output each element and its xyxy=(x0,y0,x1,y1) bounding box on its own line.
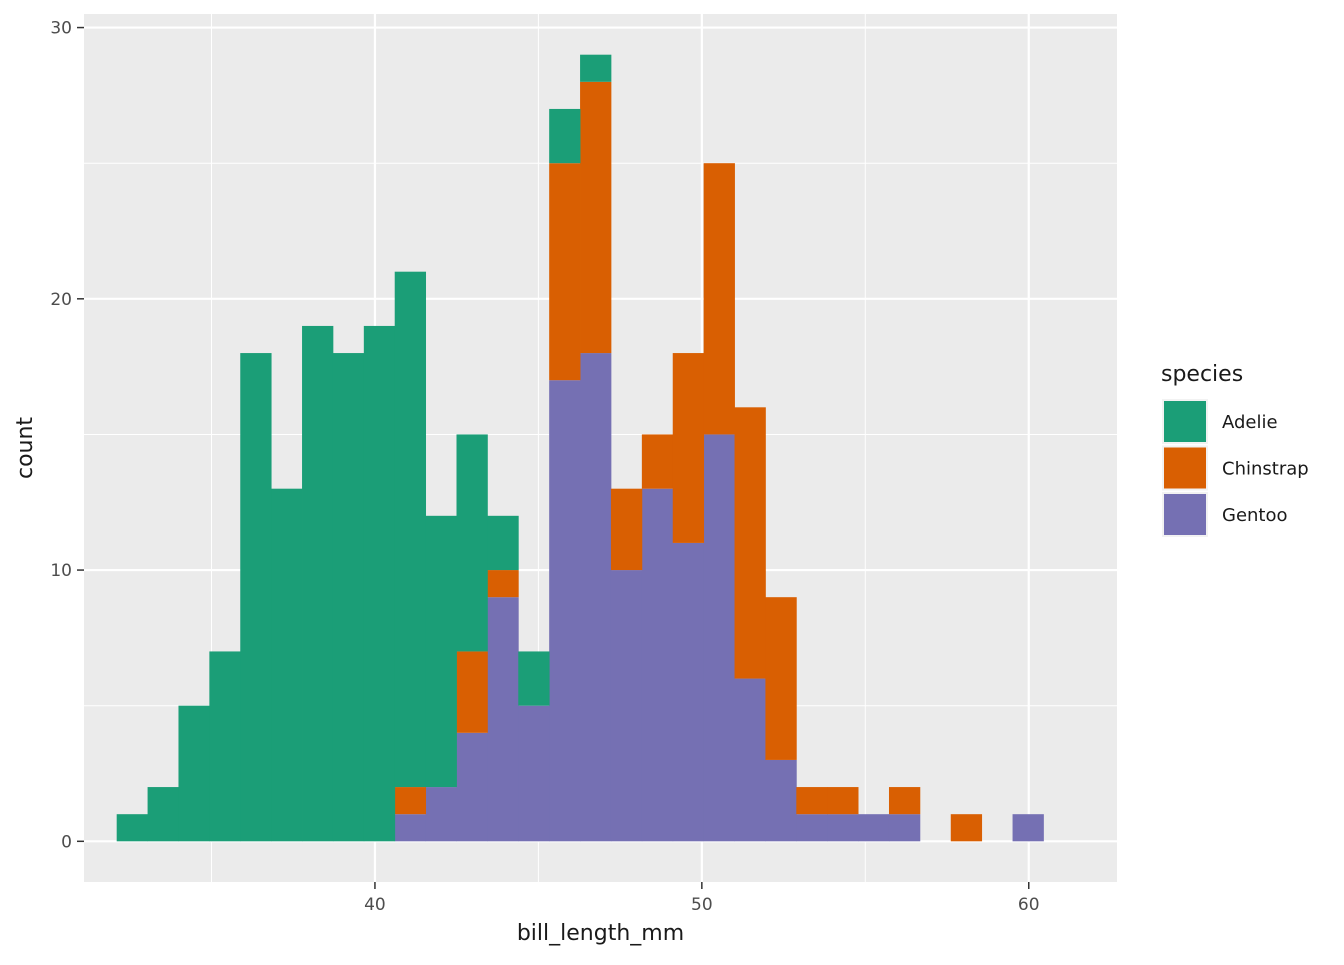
y-tick-label: 0 xyxy=(61,832,72,852)
bar-chinstrap xyxy=(549,163,581,381)
bar-adelie xyxy=(425,515,457,788)
bar-chinstrap xyxy=(456,651,488,733)
bar-gentoo xyxy=(796,814,828,842)
bar-adelie xyxy=(209,651,241,842)
bar-chinstrap xyxy=(796,787,828,815)
bar-chinstrap xyxy=(487,570,519,598)
bar-gentoo xyxy=(888,814,921,842)
bar-gentoo xyxy=(827,814,859,842)
y-tick-label: 10 xyxy=(50,561,72,581)
bar-chinstrap xyxy=(394,787,427,815)
bar-chinstrap xyxy=(672,353,705,543)
bar-adelie xyxy=(302,325,334,842)
x-axis-title: bill_length_mm xyxy=(517,921,684,946)
bar-gentoo xyxy=(549,380,581,842)
bar-adelie xyxy=(456,434,488,652)
legend-label-adelie: Adelie xyxy=(1222,412,1278,433)
bar-chinstrap xyxy=(610,488,643,571)
bar-gentoo xyxy=(425,787,457,842)
bar-gentoo xyxy=(518,705,550,842)
bar-adelie xyxy=(580,54,612,82)
bar-adelie xyxy=(549,108,581,164)
bar-gentoo xyxy=(610,570,643,842)
bar-adelie xyxy=(147,787,179,842)
bar-chinstrap xyxy=(888,787,921,815)
bar-chinstrap xyxy=(765,597,797,760)
x-tick-label: 60 xyxy=(1018,895,1040,915)
bar-chinstrap xyxy=(641,434,674,489)
bar-gentoo xyxy=(703,434,735,842)
bar-gentoo xyxy=(487,597,519,842)
legend-swatch-gentoo xyxy=(1164,494,1206,535)
bar-chinstrap xyxy=(734,407,766,679)
bar-gentoo xyxy=(394,814,427,842)
bar-adelie xyxy=(116,814,148,842)
bar-adelie xyxy=(363,325,396,842)
y-axis-title: count xyxy=(13,417,38,479)
bar-adelie xyxy=(518,651,550,706)
legend-label-gentoo: Gentoo xyxy=(1222,505,1288,526)
legend: species Adelie Chinstrap Gentoo xyxy=(1161,362,1309,537)
legend-items: Adelie Chinstrap Gentoo xyxy=(1162,399,1309,537)
bar-gentoo xyxy=(858,814,890,842)
bar-adelie xyxy=(332,353,365,842)
bar-chinstrap xyxy=(703,163,735,435)
bar-adelie xyxy=(178,705,210,842)
bar-chinstrap xyxy=(950,814,983,842)
y-tick-label: 30 xyxy=(50,19,72,39)
bar-gentoo xyxy=(1012,814,1044,842)
legend-title: species xyxy=(1161,362,1243,387)
histogram-bars xyxy=(116,54,1044,842)
legend-swatch-chinstrap xyxy=(1164,447,1206,489)
bar-adelie xyxy=(394,271,427,788)
bar-gentoo xyxy=(580,353,612,842)
x-tick-label: 40 xyxy=(364,895,386,915)
legend-label-chinstrap: Chinstrap xyxy=(1222,459,1309,480)
bar-adelie xyxy=(487,515,519,571)
bar-gentoo xyxy=(641,488,674,842)
bar-gentoo xyxy=(765,759,797,842)
bar-gentoo xyxy=(734,678,766,842)
legend-swatch-adelie xyxy=(1164,401,1206,442)
bar-gentoo xyxy=(672,542,705,842)
bar-chinstrap xyxy=(827,787,859,815)
bar-gentoo xyxy=(456,732,488,842)
bar-adelie xyxy=(271,488,303,842)
x-tick-label: 50 xyxy=(691,895,713,915)
axes: 0 10 20 30 40 50 60 xyxy=(50,19,1039,915)
bar-adelie xyxy=(240,353,272,842)
y-tick-label: 20 xyxy=(50,290,72,310)
bar-chinstrap xyxy=(580,81,612,354)
